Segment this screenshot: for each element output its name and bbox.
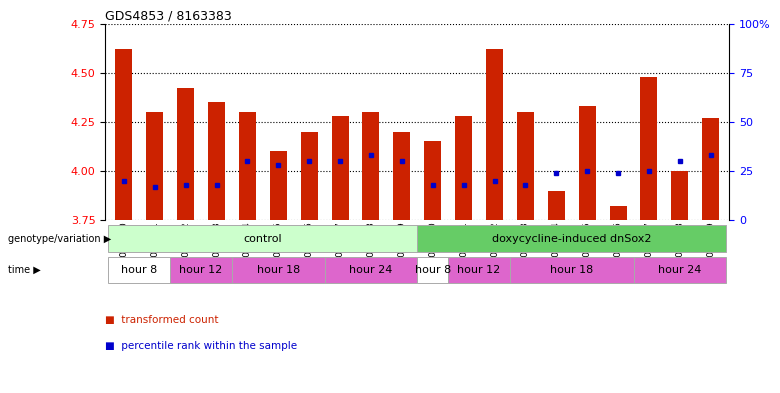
Text: genotype/variation ▶: genotype/variation ▶ [8, 234, 111, 244]
Bar [517, 112, 534, 220]
Text: control: control [243, 234, 282, 244]
Bar [424, 141, 441, 220]
Text: hour 18: hour 18 [257, 265, 300, 275]
Text: GDS4853 / 8163383: GDS4853 / 8163383 [105, 9, 232, 22]
FancyBboxPatch shape [170, 257, 232, 283]
Bar [672, 171, 689, 220]
Text: hour 8: hour 8 [415, 265, 451, 275]
Text: doxycycline-induced dnSox2: doxycycline-induced dnSox2 [492, 234, 651, 244]
FancyBboxPatch shape [510, 257, 633, 283]
Bar [239, 112, 256, 220]
Bar [332, 116, 349, 220]
Text: hour 18: hour 18 [550, 265, 594, 275]
Text: ■  percentile rank within the sample: ■ percentile rank within the sample [105, 341, 297, 351]
FancyBboxPatch shape [108, 257, 170, 283]
FancyBboxPatch shape [324, 257, 417, 283]
Bar [640, 77, 658, 220]
Text: ■  transformed count: ■ transformed count [105, 315, 219, 325]
Text: time ▶: time ▶ [8, 265, 41, 275]
Bar [115, 49, 133, 220]
FancyBboxPatch shape [108, 226, 417, 252]
Text: hour 12: hour 12 [179, 265, 222, 275]
Text: hour 12: hour 12 [457, 265, 501, 275]
FancyBboxPatch shape [417, 226, 726, 252]
Bar [486, 49, 503, 220]
Bar [548, 191, 565, 220]
Text: hour 24: hour 24 [658, 265, 701, 275]
FancyBboxPatch shape [448, 257, 510, 283]
Bar [363, 112, 379, 220]
Bar [579, 106, 596, 220]
Bar [702, 118, 719, 220]
Bar [393, 132, 410, 220]
Text: hour 24: hour 24 [349, 265, 392, 275]
FancyBboxPatch shape [633, 257, 726, 283]
FancyBboxPatch shape [417, 257, 448, 283]
Bar [300, 132, 317, 220]
Text: hour 8: hour 8 [121, 265, 158, 275]
Bar [456, 116, 472, 220]
Bar [146, 112, 163, 220]
Bar [177, 88, 194, 220]
Bar [270, 151, 287, 220]
Bar [610, 206, 626, 220]
FancyBboxPatch shape [232, 257, 324, 283]
Bar [208, 102, 225, 220]
